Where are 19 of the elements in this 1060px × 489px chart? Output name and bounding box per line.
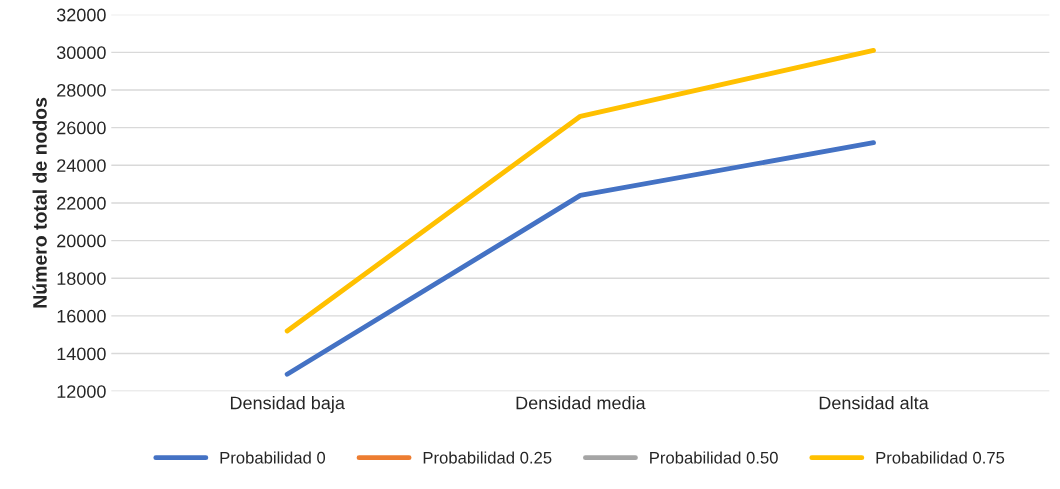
x-tick-label: Densidad media [516,396,646,410]
y-tick-label: 26000 [57,121,106,135]
x-tick-label: Densidad alta [819,396,929,410]
y-tick-label: 24000 [57,159,106,172]
y-tick-label: 20000 [57,234,106,248]
y-tick-label: 16000 [57,309,106,323]
y-tick-label: 32000 [56,8,106,22]
x-tick-label: Densidad baja [230,396,345,413]
y-tick-label: 30000 [56,46,106,60]
legend-label: Probabilidad 0.50 [650,451,778,464]
legend-label: Probabilidad 0.25 [423,451,552,464]
y-tick-label: 28000 [57,83,106,97]
y-tick-label: 14000 [57,347,106,361]
y-tick-label: 12000 [57,385,106,398]
y-axis-title: Número total de nodos [32,97,47,308]
y-tick-label: 22000 [57,196,106,210]
y-tick-label: 18000 [57,272,106,285]
legend-label: Probabilidad 0.75 [876,451,1005,464]
legend-label: Probabilidad 0 [220,451,326,464]
